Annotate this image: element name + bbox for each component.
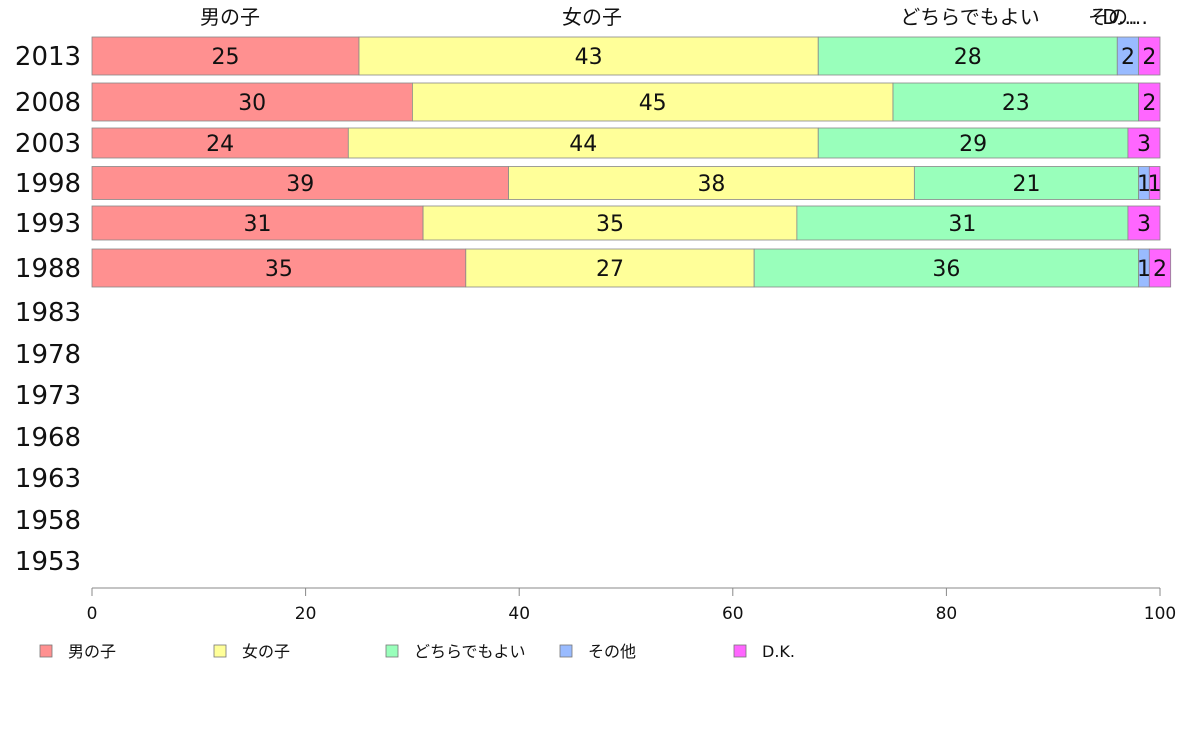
bar-2003-2 [817,127,1129,159]
bar-2003-0 [91,127,349,159]
year-label-1998: 1998 [15,169,81,199]
bar-value-1998-1: 38 [697,172,725,197]
legend-label-0: 男の子 [68,642,116,661]
year-label-1958: 1958 [15,506,81,536]
column-header-4: D… [1102,5,1137,29]
bar-value-2013-1: 43 [575,45,603,70]
year-label-2003: 2003 [15,129,81,159]
x-tick-label-80: 80 [936,604,958,624]
bar-value-1988-2: 36 [932,257,960,282]
legend-label-4: D.K. [762,642,795,661]
bar-2008-4 [1138,82,1161,122]
bar-1998-0 [91,166,509,200]
bar-2008-1 [411,82,894,122]
year-label-1978: 1978 [15,340,81,370]
bar-value-2008-0: 30 [238,91,266,116]
bar-2008-2 [892,82,1140,122]
bar-2013-4 [1138,36,1161,76]
bar-2013-0 [91,36,360,76]
bar-value-1988-3: 1 [1137,257,1151,282]
bar-value-1988-1: 27 [596,257,624,282]
bar-2013-1 [358,36,819,76]
bar-1993-4 [1127,205,1161,241]
bar-value-1998-3: 1 [1137,172,1151,197]
bar-2013-2 [817,36,1118,76]
year-label-1973: 1973 [15,381,81,411]
year-label-1963: 1963 [15,464,81,494]
bar-value-2008-2: 23 [1002,91,1030,116]
x-tick-label-100: 100 [1144,604,1176,624]
x-tick-label-60: 60 [722,604,744,624]
bar-value-2013-4: 2 [1142,45,1156,70]
year-label-2013: 2013 [15,42,81,72]
bar-value-2003-2: 29 [959,132,987,157]
bar-value-1998-0: 39 [286,172,314,197]
x-tick-label-0: 0 [87,604,98,624]
bar-value-2003-4: 3 [1137,132,1151,157]
column-header-1: 女の子 [562,5,622,29]
legend-swatch-0 [39,644,53,658]
bar-value-2008-4: 2 [1142,91,1156,116]
bar-1988-2 [753,248,1140,288]
bar-value-1998-4: 1 [1148,172,1162,197]
bar-value-1993-2: 31 [948,212,976,237]
year-label-1968: 1968 [15,423,81,453]
column-header-2: どちらでもよい [900,5,1039,29]
year-label-1988: 1988 [15,254,81,284]
bar-1993-2 [796,205,1129,241]
x-tick-label-40: 40 [508,604,530,624]
year-label-1993: 1993 [15,209,81,239]
column-header-3: その… [1088,5,1148,29]
bar-value-2008-1: 45 [639,91,667,116]
legend-swatch-1 [213,644,227,658]
bar-1988-0 [91,248,467,288]
bar-value-1993-1: 35 [596,212,624,237]
bar-value-1998-2: 21 [1013,172,1041,197]
bar-value-2003-0: 24 [206,132,234,157]
bar-value-1988-0: 35 [265,257,293,282]
bar-1988-4 [1148,248,1172,288]
bar-1998-1 [508,166,915,200]
legend-swatch-2 [385,644,399,658]
legend-swatch-3 [559,644,573,658]
legend-swatch-4 [733,644,747,658]
bar-1988-1 [465,248,755,288]
year-label-1983: 1983 [15,298,81,328]
x-tick-label-20: 20 [295,604,317,624]
bar-1993-1 [422,205,798,241]
legend-label-2: どちらでもよい [414,642,526,661]
legend-label-3: その他 [588,642,636,661]
year-label-1953: 1953 [15,547,81,577]
bar-value-2003-1: 44 [569,132,597,157]
bar-value-1988-4: 2 [1153,257,1167,282]
bar-value-1993-0: 31 [244,212,272,237]
year-label-2008: 2008 [15,88,81,118]
legend-label-1: 女の子 [242,642,290,661]
bar-value-2013-3: 2 [1121,45,1135,70]
column-header-0: 男の子 [200,5,260,29]
bar-value-2013-2: 28 [954,45,982,70]
bar-2003-4 [1127,127,1161,159]
bar-1998-4 [1148,166,1161,200]
bar-value-2013-0: 25 [212,45,240,70]
bar-value-1993-4: 3 [1137,212,1151,237]
bar-1998-2 [913,166,1140,200]
bar-2008-0 [91,82,413,122]
